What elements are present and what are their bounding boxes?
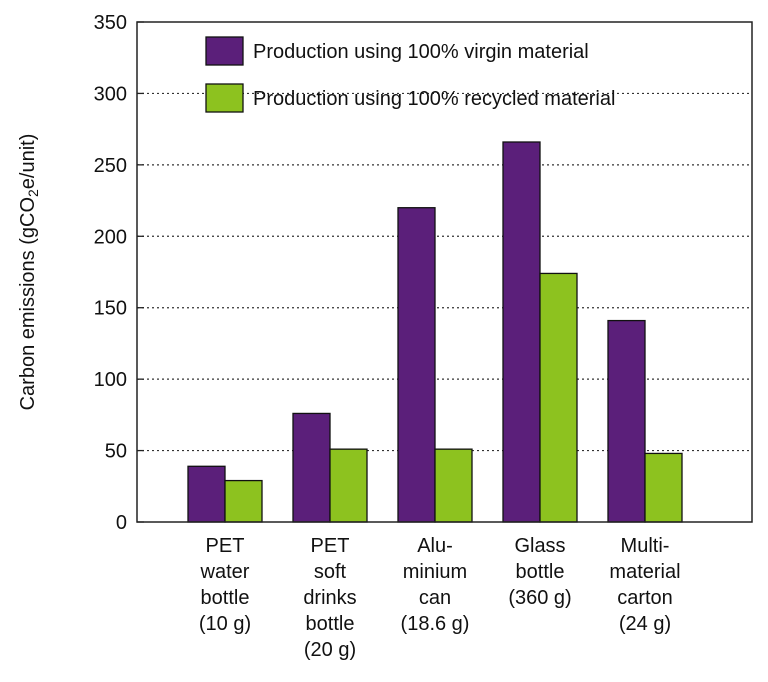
y-axis-label-part-2: e/unit) bbox=[17, 134, 39, 190]
y-tick-label: 150 bbox=[94, 298, 127, 320]
bar-recycled-3 bbox=[539, 272, 578, 523]
x-axis-categories: PET water bottle (10 g) PET soft drinks bottle (… bbox=[199, 535, 681, 661]
y-tick-label: 350 bbox=[94, 12, 127, 34]
bar-recycled-4 bbox=[644, 452, 683, 523]
legend-swatch bbox=[205, 83, 244, 113]
bar-recycled-2 bbox=[434, 448, 473, 523]
plot-frame bbox=[136, 21, 753, 523]
bar-virgin-0 bbox=[187, 465, 226, 523]
x-category-label: Multi- bbox=[621, 535, 670, 557]
legend: Production using 100% virgin material Pro… bbox=[205, 36, 615, 113]
legend-label: Production using 100% recycled material bbox=[253, 88, 615, 110]
x-category-label: minium bbox=[403, 561, 467, 583]
x-category-label: (18.6 g) bbox=[401, 613, 470, 635]
y-axis-ticks: 0 50 100 150 200 250 300 350 bbox=[94, 12, 144, 534]
legend-label: Production using 100% virgin material bbox=[253, 41, 589, 63]
x-category-label: PET bbox=[206, 535, 245, 557]
x-category-label: Alu- bbox=[417, 535, 453, 557]
x-category-label: water bbox=[200, 561, 250, 583]
x-category-label: soft bbox=[314, 561, 347, 583]
y-axis-label-subscript: 2 bbox=[25, 189, 41, 197]
x-category-label: (10 g) bbox=[199, 613, 251, 635]
x-category-label: drinks bbox=[303, 587, 356, 609]
x-category-label: (360 g) bbox=[508, 587, 571, 609]
x-category-label: bottle bbox=[306, 613, 355, 635]
bar-virgin-3 bbox=[502, 141, 541, 523]
y-tick-label: 0 bbox=[116, 512, 127, 534]
y-tick-label: 50 bbox=[105, 441, 127, 463]
y-tick-label: 100 bbox=[94, 369, 127, 391]
x-category-label: (24 g) bbox=[619, 613, 671, 635]
y-axis-label-part-1: Carbon emissions (gCO bbox=[17, 197, 39, 410]
bar-virgin-2 bbox=[397, 207, 436, 523]
y-axis-label: Carbon emissions (gCO2e/unit) bbox=[17, 134, 41, 411]
gridlines bbox=[137, 92, 752, 452]
x-category-label: PET bbox=[311, 535, 350, 557]
x-category-label: bottle bbox=[201, 587, 250, 609]
bar-recycled-0 bbox=[224, 479, 263, 523]
x-category-label: material bbox=[609, 561, 680, 583]
bars bbox=[187, 141, 683, 523]
legend-swatch bbox=[205, 36, 244, 66]
x-category-label: (20 g) bbox=[304, 639, 356, 661]
y-tick-label: 200 bbox=[94, 226, 127, 248]
bar-virgin-1 bbox=[292, 412, 331, 523]
x-category-label: bottle bbox=[516, 561, 565, 583]
x-category-label: Glass bbox=[514, 535, 565, 557]
bar-virgin-4 bbox=[607, 319, 646, 523]
y-tick-label: 300 bbox=[94, 83, 127, 105]
bar-recycled-1 bbox=[329, 448, 368, 523]
y-tick-label: 250 bbox=[94, 155, 127, 177]
x-category-label: can bbox=[419, 587, 451, 609]
x-category-label: carton bbox=[617, 587, 673, 609]
